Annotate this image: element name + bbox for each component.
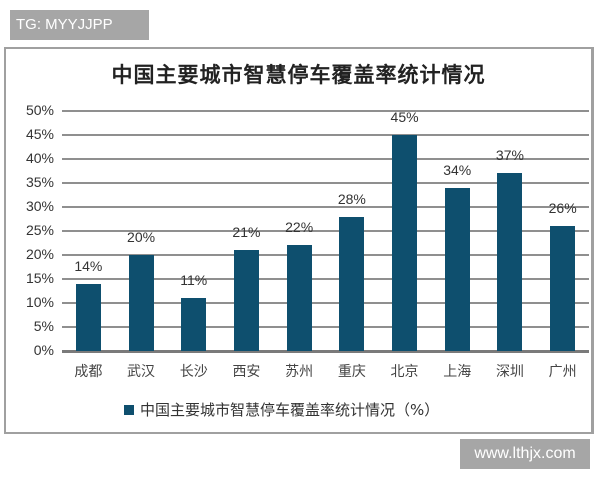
gridline <box>62 206 589 208</box>
y-tick-label: 30% <box>25 198 54 214</box>
bar-value-label: 14% <box>74 257 103 274</box>
bar-5 <box>339 216 365 351</box>
bar-value-label: 21% <box>232 224 261 241</box>
gridline <box>62 158 589 160</box>
gridline <box>62 134 589 136</box>
x-category-label: 重庆 <box>337 364 366 380</box>
watermark-top: TG: MYYJJPP <box>10 10 149 40</box>
x-category-label: 成都 <box>74 364 103 380</box>
bar-value-label: 45% <box>390 109 419 125</box>
x-axis <box>62 350 589 353</box>
x-category-label: 西安 <box>232 364 261 380</box>
bar-value-label: 28% <box>337 190 366 207</box>
bar-3 <box>233 250 259 351</box>
gridline <box>62 326 589 328</box>
legend: 中国主要城市智慧停车覆盖率统计情况（%） <box>124 399 439 420</box>
bar-4 <box>286 245 312 351</box>
x-category-label: 广州 <box>548 364 577 380</box>
legend-swatch-icon <box>124 404 134 415</box>
bar-8 <box>497 173 523 351</box>
gridline <box>62 278 589 280</box>
gridline <box>62 110 589 112</box>
bar-value-label: 37% <box>495 147 524 164</box>
y-tick-label: 0% <box>33 342 54 358</box>
y-tick-label: 5% <box>33 318 54 334</box>
y-tick-label: 10% <box>25 294 54 310</box>
bar-9 <box>550 226 576 351</box>
bar-2 <box>181 298 207 351</box>
x-category-label: 武汉 <box>127 364 156 380</box>
x-category-label: 长沙 <box>179 364 208 380</box>
bar-7 <box>444 187 470 351</box>
bar-value-label: 11% <box>180 272 208 289</box>
bar-1 <box>128 255 154 351</box>
bar-value-label: 22% <box>285 219 314 236</box>
x-category-label: 苏州 <box>285 364 314 380</box>
gridline <box>62 254 589 256</box>
y-tick-label: 20% <box>25 246 54 262</box>
bar-value-label: 34% <box>443 161 472 178</box>
y-tick-label: 25% <box>25 222 54 238</box>
x-category-label: 上海 <box>443 364 472 380</box>
gridline <box>62 302 589 304</box>
plot-area: 0% 5% 10% 15% 20% 25% 30% 35% 40% 45% 50% 14% 成都 20% 武… <box>26 102 589 380</box>
bar-value-label: 26% <box>548 200 577 217</box>
gridline <box>62 182 589 184</box>
chart-frame: 中国主要城市智慧停车覆盖率统计情况 0% 5% 10% 15% 20% 25% 30% 35%… <box>4 47 594 434</box>
watermark-bottom: www.lthjx.com <box>460 439 590 469</box>
y-tick-label: 35% <box>25 174 54 190</box>
y-tick-label: 45% <box>25 126 54 142</box>
bar-6 <box>392 135 418 351</box>
y-tick-label: 40% <box>25 150 54 166</box>
chart-title: 中国主要城市智慧停车覆盖率统计情况 <box>111 63 486 87</box>
y-tick-label: 50% <box>25 102 54 118</box>
y-tick-label: 15% <box>25 270 54 286</box>
gridline <box>62 230 589 232</box>
legend-label: 中国主要城市智慧停车覆盖率统计情况（%） <box>140 401 440 419</box>
x-category-label: 北京 <box>390 364 419 380</box>
bar-value-label: 20% <box>127 229 156 245</box>
bar-0 <box>75 283 101 351</box>
x-category-label: 深圳 <box>495 364 524 380</box>
